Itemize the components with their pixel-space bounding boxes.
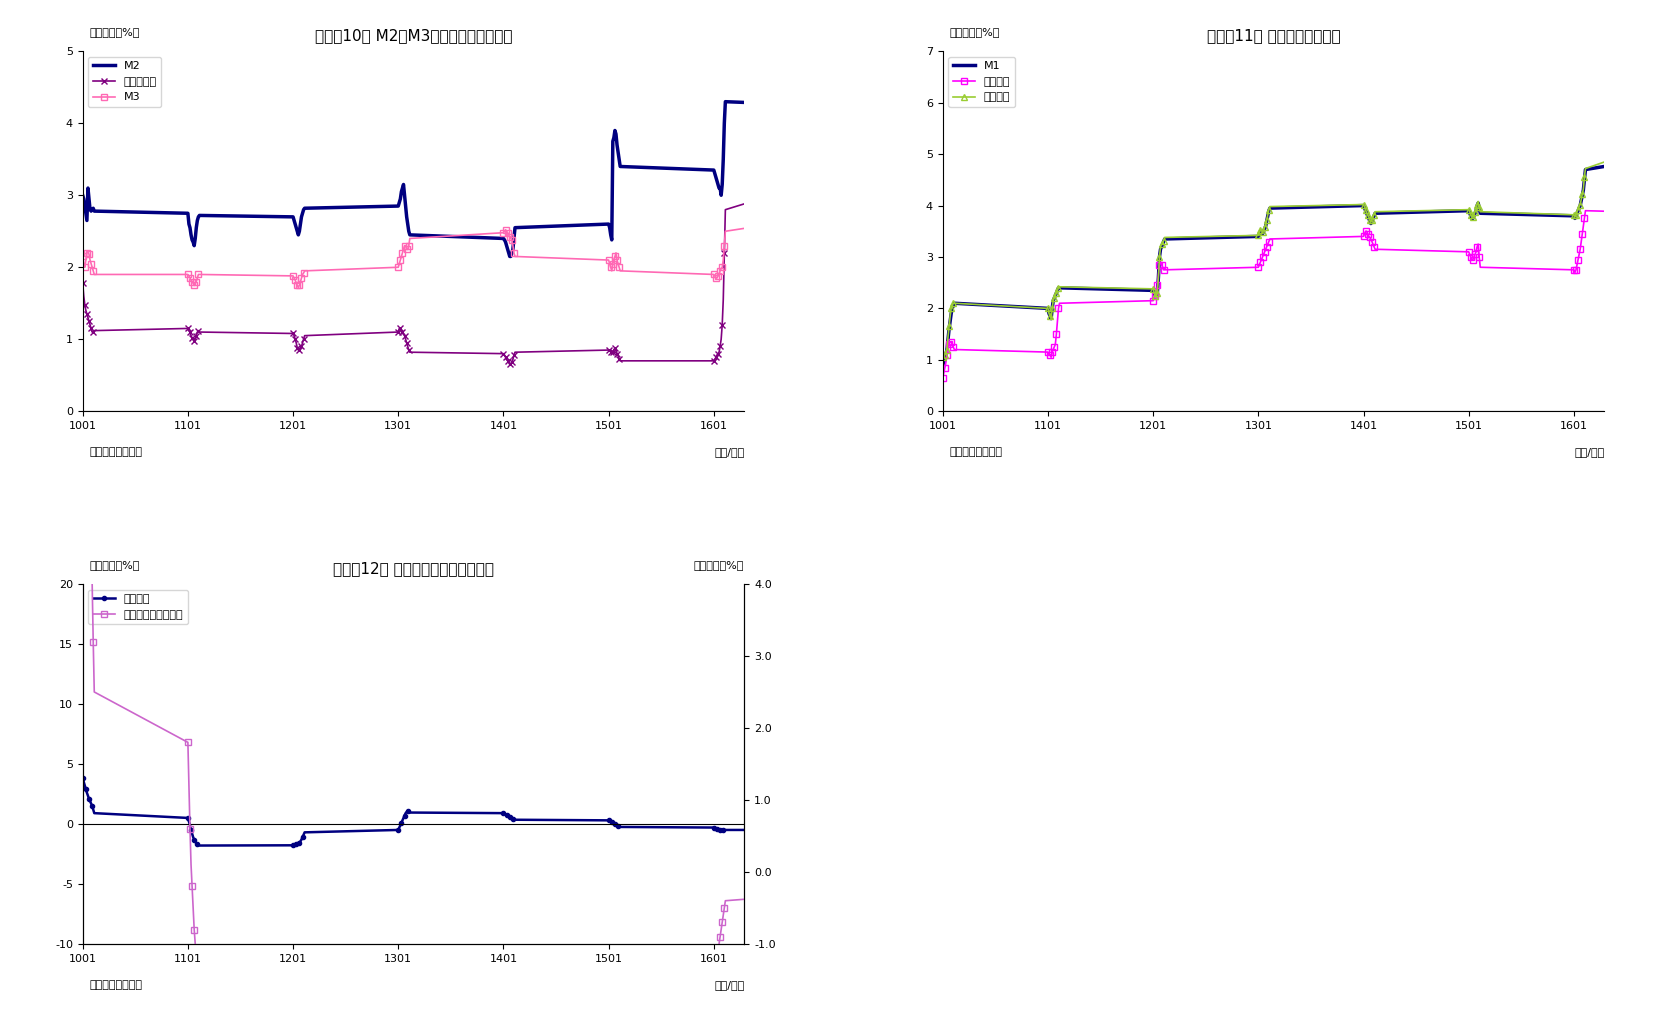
- 現金通貨: [943, 341, 963, 353]
- 預金通貨: [933, 351, 953, 363]
- M1: [1047, 284, 1067, 297]
- M2: [926, 160, 946, 172]
- 広義流動性: [84, 324, 104, 337]
- Line: 準通貨（右メモリ）: 準通貨（右メモリ）: [79, 19, 1654, 1026]
- Text: （前年比、%）: （前年比、%）: [89, 27, 139, 37]
- 投資信託: [190, 839, 210, 852]
- Line: 広義流動性: 広義流動性: [79, 131, 1150, 367]
- Line: 預金通貨: 預金通貨: [939, 60, 1654, 360]
- 現金通貨: [1047, 315, 1067, 327]
- 広義流動性: [500, 358, 519, 370]
- M3: [926, 196, 946, 208]
- 投資信託: [1545, 797, 1565, 810]
- Title: （図表10） M2、M3、広義流動性の動き: （図表10） M2、M3、広義流動性の動き: [314, 28, 513, 43]
- M3: [394, 243, 414, 255]
- Text: （前年比、%）: （前年比、%）: [695, 559, 744, 569]
- M3: [288, 281, 308, 293]
- 広義流動性: [182, 331, 202, 344]
- 広義流動性: [1019, 193, 1039, 205]
- Text: （年/月）: （年/月）: [715, 980, 744, 990]
- M3: [182, 276, 202, 288]
- Text: （前年比、%）: （前年比、%）: [949, 27, 999, 37]
- Text: （前年比、%）: （前年比、%）: [89, 559, 139, 569]
- 準通貨（右メモリ）: [1136, 895, 1156, 907]
- M3: [1019, 193, 1039, 205]
- M1: [943, 300, 963, 312]
- M1: [1257, 214, 1277, 227]
- M2: [397, 210, 417, 223]
- Line: M2: M2: [83, 102, 1146, 256]
- 準通貨（右メモリ）: [81, 520, 101, 532]
- 現金通貨: [933, 371, 953, 384]
- 広義流動性: [397, 337, 417, 349]
- M2: [84, 205, 104, 218]
- 準通貨（右メモリ）: [1022, 830, 1042, 842]
- M3: [819, 153, 839, 165]
- 投資信託: [501, 812, 521, 824]
- 準通貨（右メモリ）: [1545, 844, 1565, 857]
- M3: [73, 250, 93, 263]
- 広義流動性: [926, 198, 946, 210]
- M2: [1019, 153, 1039, 165]
- 広義流動性: [1136, 189, 1156, 201]
- Text: （年/月）: （年/月）: [1575, 447, 1604, 458]
- M3: [399, 243, 418, 255]
- 広義流動性: [392, 326, 412, 339]
- 投資信託: [1022, 724, 1042, 737]
- 現金通貨: [1257, 240, 1277, 252]
- M3: [84, 269, 104, 281]
- M2: [500, 250, 519, 263]
- 預金通貨: [1257, 213, 1277, 226]
- 準通貨（右メモリ）: [73, 16, 93, 29]
- 投資信託: [1136, 757, 1156, 770]
- 広義流動性: [814, 128, 834, 141]
- Text: （年/月）: （年/月）: [715, 447, 744, 458]
- Text: （資料）日本銀行: （資料）日本銀行: [89, 447, 142, 458]
- Line: M1: M1: [943, 75, 1654, 365]
- Legend: M2, 広義流動性, M3: M2, 広義流動性, M3: [88, 56, 162, 107]
- M2: [716, 95, 736, 108]
- 投資信託: [81, 797, 101, 810]
- M2: [73, 189, 93, 201]
- Text: （資料）日本銀行: （資料）日本銀行: [949, 447, 1002, 458]
- M1: [933, 359, 953, 371]
- 預金通貨: [1047, 284, 1067, 297]
- Line: 現金通貨: 現金通貨: [939, 62, 1654, 381]
- M2: [1136, 164, 1156, 176]
- 投資信託: [73, 773, 93, 785]
- Line: M3: M3: [79, 157, 1150, 290]
- M3: [1136, 200, 1156, 212]
- Line: 投資信託: 投資信託: [81, 628, 1654, 847]
- M2: [182, 234, 202, 246]
- 預金通貨: [943, 298, 963, 310]
- 広義流動性: [73, 277, 93, 289]
- Text: （資料）日本銀行: （資料）日本銀行: [89, 980, 142, 990]
- Title: （図表11） 現金・預金の動き: （図表11） 現金・預金の動き: [1207, 28, 1340, 43]
- Legend: 投資信託, 準通貨（右メモリ）: 投資信託, 準通貨（右メモリ）: [88, 590, 189, 624]
- Title: （図表12） 投資信託と準通貨の動き: （図表12） 投資信託と準通貨の動き: [332, 561, 495, 576]
- M2: [392, 182, 412, 194]
- Legend: M1, 現金通貨, 預金通貨: M1, 現金通貨, 預金通貨: [948, 56, 1016, 107]
